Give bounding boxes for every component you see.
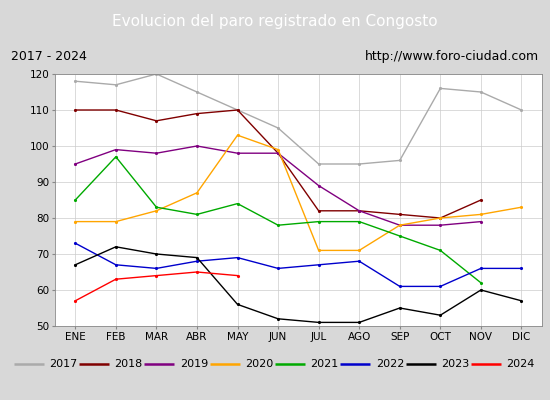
Text: 2019: 2019 — [180, 359, 208, 369]
Text: 2023: 2023 — [441, 359, 469, 369]
Text: 2017: 2017 — [49, 359, 78, 369]
Text: 2021: 2021 — [310, 359, 339, 369]
Text: 2017 - 2024: 2017 - 2024 — [11, 50, 87, 63]
Text: http://www.foro-ciudad.com: http://www.foro-ciudad.com — [365, 50, 539, 63]
Text: 2022: 2022 — [376, 359, 404, 369]
Text: 2024: 2024 — [507, 359, 535, 369]
Text: Evolucion del paro registrado en Congosto: Evolucion del paro registrado en Congost… — [112, 14, 438, 29]
Text: 2020: 2020 — [245, 359, 273, 369]
Text: 2018: 2018 — [114, 359, 142, 369]
